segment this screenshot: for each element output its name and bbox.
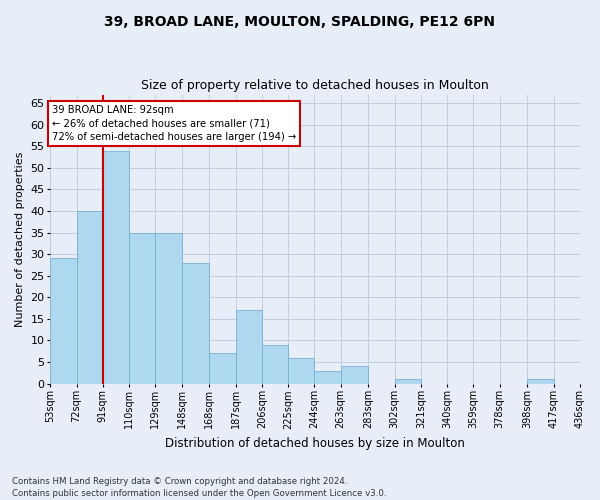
Bar xyxy=(395,380,421,384)
Bar xyxy=(209,354,236,384)
Bar xyxy=(182,263,209,384)
Bar xyxy=(527,380,554,384)
Bar xyxy=(129,232,155,384)
Bar xyxy=(77,211,103,384)
Bar xyxy=(341,366,368,384)
Bar xyxy=(103,150,129,384)
X-axis label: Distribution of detached houses by size in Moulton: Distribution of detached houses by size … xyxy=(165,437,465,450)
Text: Contains HM Land Registry data © Crown copyright and database right 2024.
Contai: Contains HM Land Registry data © Crown c… xyxy=(12,476,386,498)
Title: Size of property relative to detached houses in Moulton: Size of property relative to detached ho… xyxy=(141,79,489,92)
Bar xyxy=(314,370,341,384)
Bar xyxy=(236,310,262,384)
Text: 39, BROAD LANE, MOULTON, SPALDING, PE12 6PN: 39, BROAD LANE, MOULTON, SPALDING, PE12 … xyxy=(104,15,496,29)
Bar xyxy=(262,345,288,384)
Bar xyxy=(50,258,77,384)
Y-axis label: Number of detached properties: Number of detached properties xyxy=(15,152,25,327)
Bar xyxy=(155,232,182,384)
Bar xyxy=(288,358,314,384)
Text: 39 BROAD LANE: 92sqm
← 26% of detached houses are smaller (71)
72% of semi-detac: 39 BROAD LANE: 92sqm ← 26% of detached h… xyxy=(52,106,296,142)
